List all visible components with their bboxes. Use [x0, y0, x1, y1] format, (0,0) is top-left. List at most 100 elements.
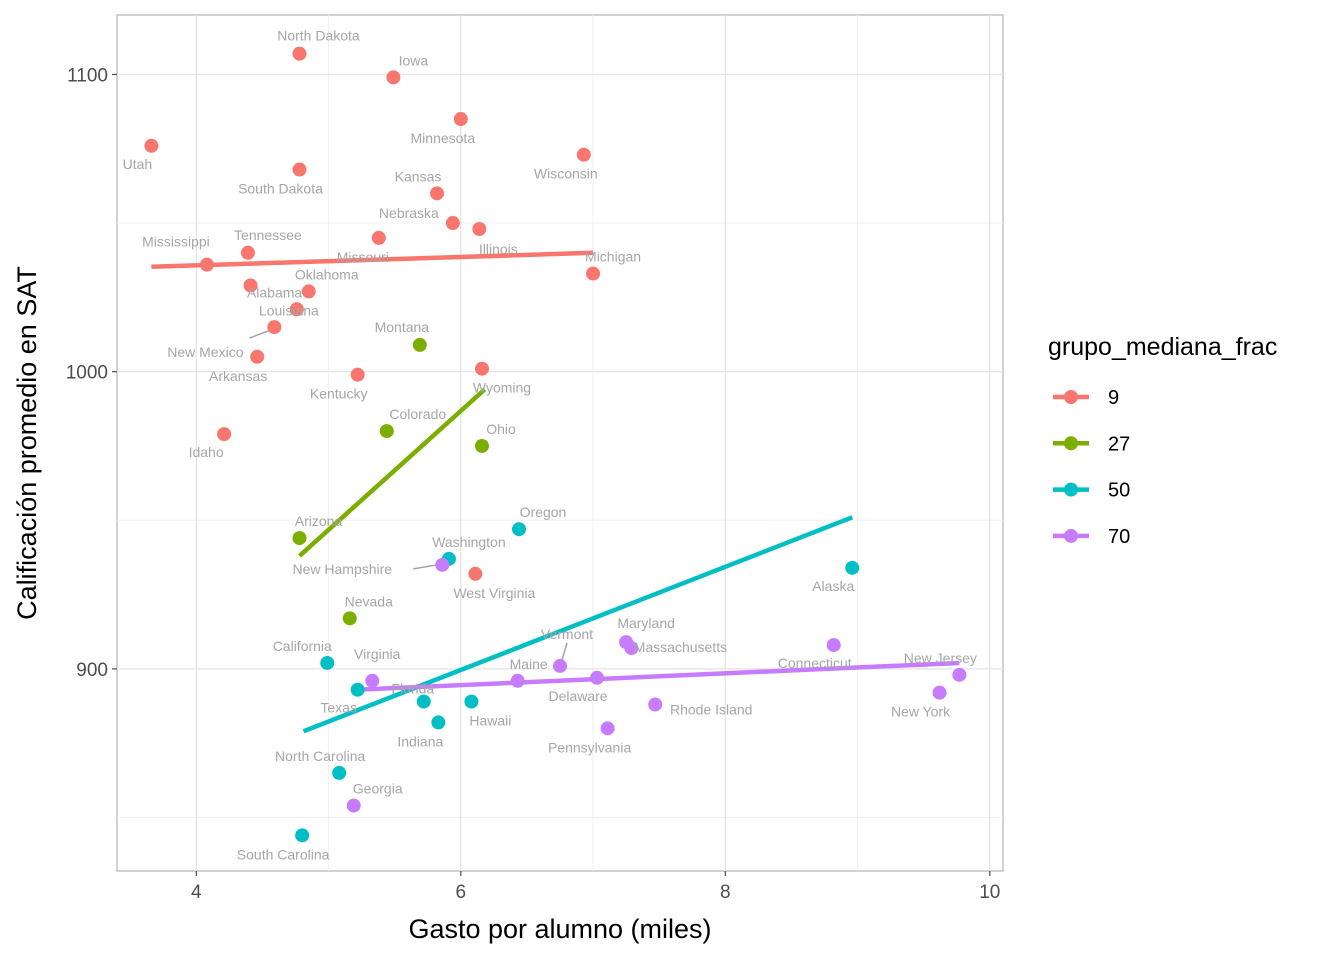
label-north-dakota: North Dakota	[277, 28, 360, 44]
label-oklahoma: Oklahoma	[295, 266, 359, 282]
label-nevada: Nevada	[345, 593, 393, 609]
y-tick-label: 1100	[67, 65, 108, 86]
point-new-mexico	[267, 320, 282, 335]
label-california: California	[273, 638, 332, 654]
label-louisiana: Louisiana	[259, 302, 319, 318]
x-tick-label: 4	[191, 882, 202, 903]
label-oregon: Oregon	[520, 504, 567, 520]
point-massachusetts	[624, 641, 639, 656]
point-ohio	[474, 438, 489, 453]
label-missouri: Missouri	[337, 249, 389, 265]
trend-line-group-50	[302, 515, 854, 734]
label-vermont: Vermont	[541, 626, 593, 642]
label-texas: Texas	[320, 700, 357, 716]
point-wisconsin	[576, 147, 591, 162]
x-tick-label: 8	[720, 882, 731, 903]
label-florida: Florida	[391, 681, 434, 697]
label-north-carolina: North Carolina	[275, 748, 365, 764]
point-oklahoma	[301, 284, 316, 299]
legend-label: 27	[1108, 433, 1130, 455]
legend-label: 50	[1108, 480, 1130, 502]
label-washington: Washington	[432, 534, 505, 550]
label-iowa: Iowa	[399, 52, 429, 68]
point-connecticut	[826, 638, 841, 653]
x-tick-label: 10	[979, 882, 1000, 903]
point-nevada	[342, 611, 357, 626]
point-rhode-island	[648, 697, 663, 712]
connector-new-hampshire	[413, 564, 438, 570]
label-minnesota: Minnesota	[411, 130, 476, 146]
legend-item-27: 27	[1053, 433, 1130, 455]
point-wyoming	[474, 361, 489, 376]
legend-key-point	[1064, 482, 1078, 497]
point-west-virginia	[468, 566, 483, 581]
point-new-hampshire	[435, 557, 450, 572]
connector-vermont	[561, 642, 568, 661]
legend-title: grupo_mediana_frac	[1048, 333, 1277, 361]
legend-item-9: 9	[1053, 387, 1119, 409]
legend-label: 70	[1108, 526, 1130, 548]
point-vermont	[553, 658, 567, 673]
point-pennsylvania	[600, 721, 615, 736]
label-tennessee: Tennessee	[234, 227, 302, 243]
point-north-dakota	[292, 46, 307, 61]
point-oregon	[512, 522, 527, 537]
legend-label: 9	[1108, 387, 1119, 409]
label-alaska: Alaska	[812, 578, 854, 594]
trend-line-group-70	[357, 660, 960, 692]
label-massachusetts: Massachusetts	[634, 639, 727, 655]
legend-key-point	[1064, 436, 1078, 451]
label-hawaii: Hawaii	[469, 713, 511, 729]
label-south-dakota: South Dakota	[238, 181, 323, 197]
label-ohio: Ohio	[486, 421, 516, 437]
point-alaska	[845, 560, 860, 575]
point-colorado	[379, 424, 394, 439]
point-mississippi	[199, 257, 214, 272]
legend-entries: 9 27 50 70	[1053, 387, 1130, 548]
label-illinois: Illinois	[479, 241, 518, 257]
label-arizona: Arizona	[295, 513, 343, 529]
label-new-mexico: New Mexico	[167, 344, 243, 360]
legend: grupo_mediana_frac 9 27 50 70	[1048, 333, 1277, 548]
point-maine	[510, 673, 525, 688]
label-new-jersey: New Jersey	[904, 650, 977, 666]
label-connectors	[249, 329, 568, 661]
point-delaware	[590, 670, 605, 685]
point-alabama	[243, 278, 258, 293]
label-michigan: Michigan	[585, 249, 641, 265]
point-florida	[416, 694, 431, 709]
point-utah	[144, 138, 159, 153]
trend-line-group-9	[151, 250, 594, 269]
trend-lines	[151, 250, 960, 734]
label-delaware: Delaware	[548, 688, 607, 704]
label-kansas: Kansas	[395, 168, 442, 184]
label-idaho: Idaho	[189, 444, 224, 460]
y-axis-title: Calificación promedio en SAT	[12, 266, 42, 620]
point-nebraska	[445, 216, 460, 231]
label-utah: Utah	[123, 156, 153, 172]
point-tennessee	[240, 245, 255, 260]
point-south-carolina	[295, 828, 310, 843]
label-south-carolina: South Carolina	[237, 846, 330, 862]
x-axis-title: Gasto por alumno (miles)	[408, 914, 711, 944]
label-arkansas: Arkansas	[209, 368, 267, 384]
label-colorado: Colorado	[389, 406, 446, 422]
point-kentucky	[350, 367, 365, 382]
point-minnesota	[453, 112, 468, 127]
point-missouri	[371, 230, 386, 245]
point-georgia	[346, 798, 361, 813]
axes: 4 6 8 10 900 1000 1100	[66, 65, 1001, 903]
point-michigan	[586, 266, 601, 281]
point-texas	[350, 682, 365, 697]
label-georgia: Georgia	[353, 781, 403, 797]
y-tick-label: 900	[76, 660, 108, 681]
point-arizona	[292, 531, 307, 546]
point-iowa	[386, 70, 401, 85]
label-maryland: Maryland	[617, 615, 675, 631]
connector-new-mexico	[249, 329, 271, 339]
point-virginia	[365, 673, 380, 688]
legend-key-point	[1064, 390, 1078, 404]
label-wyoming: Wyoming	[473, 380, 531, 396]
label-west-virginia: West Virginia	[453, 585, 535, 601]
data-points	[144, 46, 967, 843]
